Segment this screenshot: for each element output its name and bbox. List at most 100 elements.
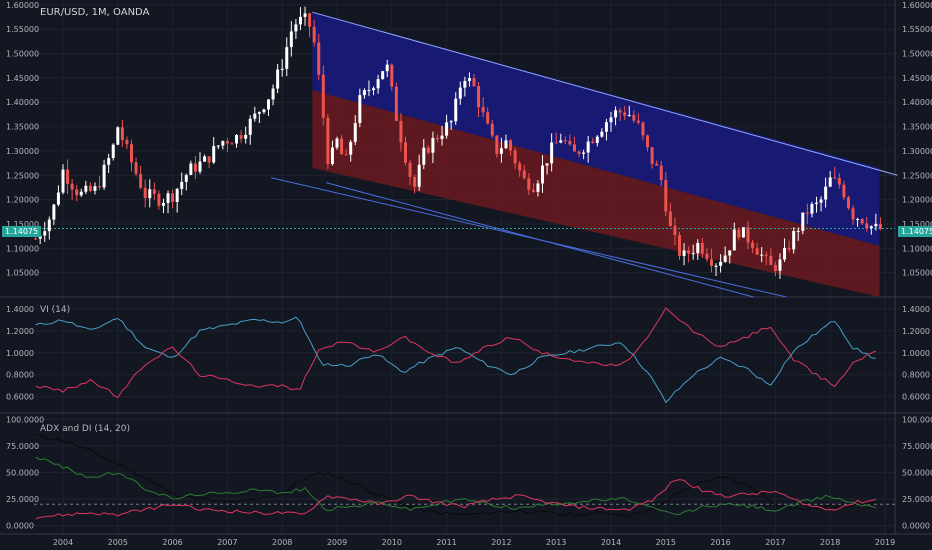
candle-body	[463, 80, 467, 88]
candle-body	[559, 140, 563, 143]
candle-body	[805, 212, 809, 214]
candle-body	[390, 64, 394, 87]
adx-y-tick-label: 75.0000	[6, 442, 39, 451]
candle-body	[157, 193, 161, 206]
candle-body	[134, 162, 138, 174]
symbol-title: EUR/USD, 1M, OANDA	[40, 7, 150, 18]
candle-body	[79, 191, 83, 196]
price-series	[34, 6, 882, 280]
price-y-tick-label: 1.10000	[902, 244, 932, 253]
candle-body	[340, 138, 344, 155]
candle-body	[285, 47, 289, 69]
price-y-tick-label: 1.30000	[6, 147, 39, 156]
vi-y-tick-label: 1.2000	[902, 327, 930, 336]
candle-body	[691, 253, 695, 255]
candle-body	[52, 204, 56, 220]
candle-body	[755, 248, 759, 255]
price-y-tick-label: 1.25000	[902, 171, 932, 180]
candle-body	[385, 64, 389, 72]
candle-body	[93, 186, 97, 191]
candle-body	[152, 189, 156, 194]
candle-body	[659, 165, 663, 181]
candle-body	[869, 226, 873, 229]
candle-body	[454, 98, 458, 122]
adx-y-tick-label: 50.0000	[902, 468, 932, 477]
x-tick-label: 2015	[656, 538, 676, 547]
candle-body	[330, 147, 334, 164]
candle-body	[764, 254, 768, 256]
candle-body	[289, 31, 293, 48]
adx-y-tick-label: 100.0000	[6, 415, 44, 424]
candle-body	[536, 183, 540, 192]
candle-body	[878, 223, 882, 229]
x-tick-label: 2005	[108, 538, 128, 547]
candle-body	[120, 127, 124, 141]
candle-body	[317, 42, 321, 75]
candle-body	[280, 68, 284, 70]
candle-body	[636, 120, 640, 123]
candle-body	[504, 140, 508, 149]
candle-body	[244, 134, 248, 139]
candle-body	[568, 140, 572, 145]
candle-body	[614, 110, 618, 118]
price-y-tick-label: 1.15000	[6, 220, 39, 229]
candle-body	[358, 95, 362, 124]
candle-body	[161, 202, 165, 206]
candle-body	[175, 188, 179, 202]
candle-body	[125, 140, 129, 145]
candle-body	[262, 109, 266, 113]
candle-body	[737, 229, 741, 238]
candle-body	[180, 181, 184, 189]
vi-title: VI (14)	[40, 305, 71, 315]
x-tick-label: 2009	[327, 538, 347, 547]
vi-y-tick-label: 1.0000	[6, 349, 34, 358]
candle-body	[408, 162, 412, 178]
candle-body	[709, 259, 713, 266]
candle-body	[349, 141, 353, 155]
candle-body	[166, 193, 170, 203]
candle-body	[116, 127, 120, 145]
candle-body	[38, 235, 42, 239]
candle-body	[705, 253, 709, 260]
candle-body	[399, 120, 403, 143]
candle-body	[723, 255, 727, 262]
price-y-tick-label: 1.60000	[6, 1, 39, 10]
adx-y-tick-label: 0.0000	[6, 522, 34, 531]
candle-body	[513, 150, 517, 164]
candle-body	[467, 78, 471, 81]
candle-body	[760, 254, 764, 256]
candle-body	[376, 79, 380, 89]
adx-y-tick-label: 0.0000	[902, 522, 930, 531]
candle-body	[413, 177, 417, 187]
last-price-tag-right: 1.14075	[898, 226, 932, 237]
price-y-tick-label: 1.25000	[6, 171, 39, 180]
candle-body	[294, 24, 298, 32]
candle-body	[783, 247, 787, 260]
candle-body	[372, 88, 376, 91]
vi-y-tick-label: 1.2000	[6, 327, 34, 336]
support-line-2	[325, 182, 754, 298]
vi-series	[35, 307, 877, 404]
price-y-tick-label: 1.05000	[902, 269, 932, 278]
candle-body	[696, 242, 700, 254]
price-y-tick-label: 1.40000	[902, 98, 932, 107]
x-tick-label: 2013	[546, 538, 566, 547]
regression-channel	[34, 11, 898, 298]
candle-body	[440, 135, 444, 140]
candle-body	[577, 151, 581, 154]
candle-body	[326, 117, 330, 164]
candle-body	[591, 141, 595, 143]
candle-body	[773, 264, 777, 271]
price-y-tick-label: 1.45000	[6, 74, 39, 83]
adx-y-tick-label: 25.0000	[902, 495, 932, 504]
candle-body	[815, 202, 818, 204]
candle-body	[212, 146, 216, 163]
series-line-vi	[35, 316, 876, 404]
candle-body	[404, 142, 407, 163]
candle-body	[344, 154, 348, 156]
price-y-tick-label: 1.05000	[6, 269, 39, 278]
candle-body	[248, 118, 252, 135]
candle-body	[481, 107, 485, 113]
